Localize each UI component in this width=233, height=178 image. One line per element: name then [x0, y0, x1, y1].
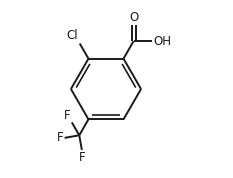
Text: Cl: Cl [67, 29, 78, 42]
Text: OH: OH [153, 35, 171, 48]
Text: O: O [129, 11, 138, 24]
Text: F: F [57, 131, 63, 144]
Text: F: F [79, 151, 85, 164]
Text: F: F [64, 109, 71, 122]
